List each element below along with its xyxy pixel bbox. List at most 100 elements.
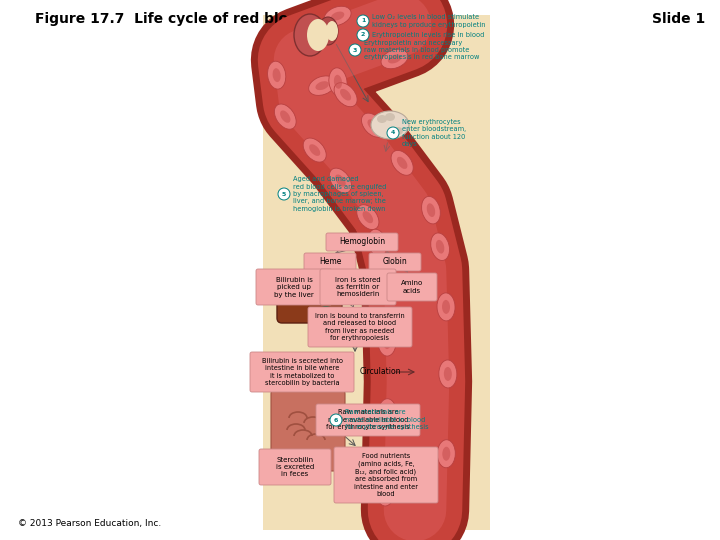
Ellipse shape xyxy=(334,83,357,107)
Ellipse shape xyxy=(437,293,455,321)
Text: Globin: Globin xyxy=(382,258,408,267)
Text: Iron is bound to transferrin
and released to blood
from liver as needed
for eryt: Iron is bound to transferrin and release… xyxy=(315,313,405,341)
Ellipse shape xyxy=(309,144,320,156)
Ellipse shape xyxy=(340,89,351,100)
FancyBboxPatch shape xyxy=(316,404,420,436)
Ellipse shape xyxy=(319,307,333,318)
Text: Bilirubin is secreted into
intestine in bile where
it is metabolized to
stercobi: Bilirubin is secreted into intestine in … xyxy=(261,357,343,386)
Ellipse shape xyxy=(431,233,449,260)
Ellipse shape xyxy=(273,68,281,82)
Ellipse shape xyxy=(381,268,389,282)
Text: 2: 2 xyxy=(361,32,365,37)
Circle shape xyxy=(357,15,369,27)
Ellipse shape xyxy=(444,367,452,381)
FancyBboxPatch shape xyxy=(387,273,437,301)
Text: Iron is stored
as ferritin or
hemosiderin: Iron is stored as ferritin or hemosideri… xyxy=(336,276,381,298)
Ellipse shape xyxy=(367,119,379,131)
Ellipse shape xyxy=(378,399,396,427)
Ellipse shape xyxy=(334,75,342,89)
Ellipse shape xyxy=(427,203,435,217)
Ellipse shape xyxy=(309,76,336,96)
FancyBboxPatch shape xyxy=(308,307,412,347)
Text: Stercobilin
is excreted
in feces: Stercobilin is excreted in feces xyxy=(276,456,314,477)
FancyBboxPatch shape xyxy=(263,15,490,530)
Text: New erythrocytes
enter bloodstream,
function about 120
days: New erythrocytes enter bloodstream, func… xyxy=(402,119,466,147)
FancyBboxPatch shape xyxy=(369,253,421,271)
Ellipse shape xyxy=(315,81,329,90)
Text: Figure 17.7  Life cycle of red blood cells.: Figure 17.7 Life cycle of red blood cell… xyxy=(35,12,353,26)
FancyBboxPatch shape xyxy=(250,352,354,392)
FancyBboxPatch shape xyxy=(277,279,342,323)
Circle shape xyxy=(349,44,361,56)
Ellipse shape xyxy=(376,261,394,289)
Text: 4: 4 xyxy=(391,131,395,136)
Ellipse shape xyxy=(294,14,326,56)
FancyBboxPatch shape xyxy=(271,389,345,471)
Text: Erythropoietin and necessary
raw materials in blood promote
erythropoiesis in re: Erythropoietin and necessary raw materia… xyxy=(364,39,480,60)
Text: 6: 6 xyxy=(334,417,338,422)
Text: Raw materials are
made available in blood
for erythrocyte synthesis: Raw materials are made available in bloo… xyxy=(345,409,428,430)
Ellipse shape xyxy=(437,440,455,468)
Ellipse shape xyxy=(391,151,413,176)
Text: 3: 3 xyxy=(353,48,357,52)
Ellipse shape xyxy=(383,335,391,349)
Ellipse shape xyxy=(378,328,396,356)
Ellipse shape xyxy=(280,110,290,123)
Ellipse shape xyxy=(385,113,395,121)
Ellipse shape xyxy=(331,11,344,21)
Ellipse shape xyxy=(357,205,379,230)
Ellipse shape xyxy=(303,138,326,162)
Text: Hemoglobin: Hemoglobin xyxy=(339,238,385,246)
Ellipse shape xyxy=(442,300,450,314)
Ellipse shape xyxy=(373,236,382,250)
Ellipse shape xyxy=(371,111,409,139)
Ellipse shape xyxy=(442,447,450,461)
Text: Erythropoietin levels rise in blood: Erythropoietin levels rise in blood xyxy=(372,32,485,38)
Ellipse shape xyxy=(382,485,390,499)
FancyBboxPatch shape xyxy=(334,447,438,503)
FancyBboxPatch shape xyxy=(256,269,332,305)
Ellipse shape xyxy=(381,49,408,69)
Circle shape xyxy=(357,29,369,41)
Ellipse shape xyxy=(368,230,387,256)
Circle shape xyxy=(278,188,290,200)
Ellipse shape xyxy=(377,478,395,506)
Text: Circulation: Circulation xyxy=(360,368,402,376)
Circle shape xyxy=(387,127,399,139)
Ellipse shape xyxy=(361,113,384,137)
Ellipse shape xyxy=(439,360,457,388)
Ellipse shape xyxy=(329,68,347,96)
Ellipse shape xyxy=(388,55,401,63)
Text: 1: 1 xyxy=(361,18,365,24)
Ellipse shape xyxy=(397,157,408,169)
Ellipse shape xyxy=(326,21,338,41)
FancyBboxPatch shape xyxy=(259,449,331,485)
FancyBboxPatch shape xyxy=(320,269,396,305)
Ellipse shape xyxy=(393,127,403,135)
Ellipse shape xyxy=(335,174,346,187)
Ellipse shape xyxy=(383,406,391,420)
Ellipse shape xyxy=(377,115,387,123)
Text: Amino
acids: Amino acids xyxy=(401,280,423,294)
Circle shape xyxy=(330,414,342,426)
Text: 5: 5 xyxy=(282,192,286,197)
FancyBboxPatch shape xyxy=(326,233,398,251)
Ellipse shape xyxy=(329,168,351,193)
Text: Slide 1: Slide 1 xyxy=(652,12,705,26)
Text: Food nutrients
(amino acids, Fe,
B₁₂, and folic acid)
are absorbed from
intestin: Food nutrients (amino acids, Fe, B₁₂, an… xyxy=(354,453,418,497)
Text: Raw materials are
made available in blood
for erythrocyte synthesis: Raw materials are made available in bloo… xyxy=(326,409,410,430)
Ellipse shape xyxy=(324,6,351,26)
Ellipse shape xyxy=(274,104,296,129)
Ellipse shape xyxy=(363,211,373,223)
Ellipse shape xyxy=(268,61,286,89)
Ellipse shape xyxy=(422,197,441,224)
Text: © 2013 Pearson Education, Inc.: © 2013 Pearson Education, Inc. xyxy=(18,519,161,528)
Ellipse shape xyxy=(318,17,338,45)
Text: Bilirubin is
picked up
by the liver: Bilirubin is picked up by the liver xyxy=(274,276,314,298)
Ellipse shape xyxy=(307,19,329,51)
FancyBboxPatch shape xyxy=(304,253,356,271)
Text: Aged and damaged
red blood cells are engulfed
by macrophages of spleen,
liver, a: Aged and damaged red blood cells are eng… xyxy=(293,176,387,212)
Text: Heme: Heme xyxy=(319,258,341,267)
Text: Low O₂ levels in blood stimulate
kidneys to produce erythropoietin: Low O₂ levels in blood stimulate kidneys… xyxy=(372,14,485,28)
Ellipse shape xyxy=(436,240,444,254)
